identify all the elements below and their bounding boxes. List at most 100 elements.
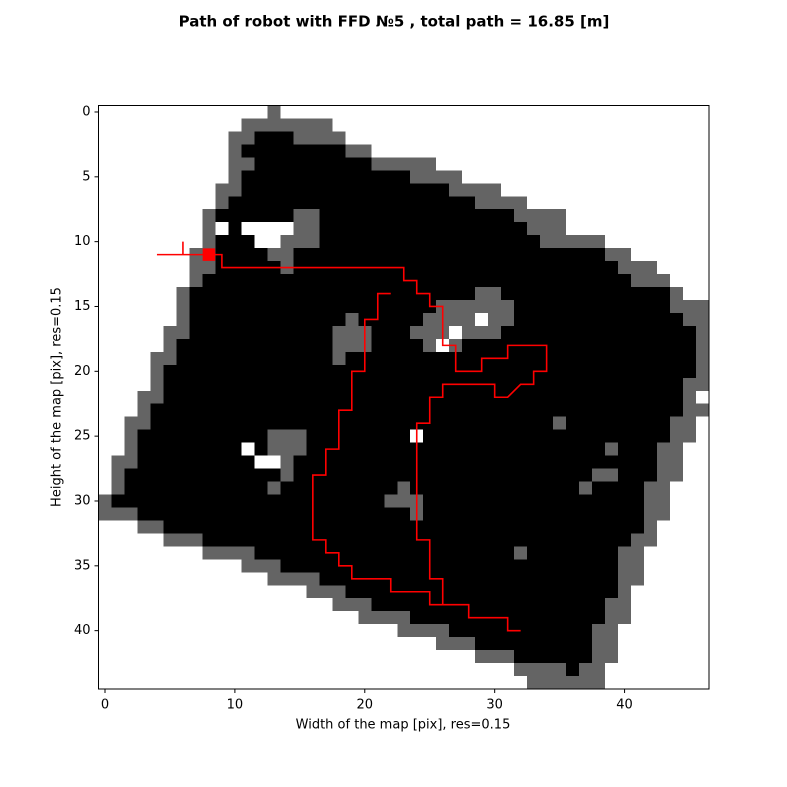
cell <box>111 624 125 638</box>
cell <box>592 468 606 482</box>
cell <box>618 390 632 405</box>
cell <box>293 351 307 366</box>
cell <box>137 325 151 340</box>
cell <box>306 338 320 353</box>
cell <box>306 650 320 664</box>
cell <box>176 287 190 301</box>
cell <box>540 624 554 638</box>
cell <box>670 338 684 353</box>
cell <box>215 611 229 625</box>
cell <box>566 170 580 184</box>
cell <box>657 559 671 573</box>
cell <box>111 650 125 664</box>
x-tick-label: 30 <box>486 698 503 713</box>
cell <box>189 637 203 651</box>
cell <box>124 429 138 444</box>
cell <box>592 364 606 379</box>
cell <box>267 507 281 521</box>
cell <box>267 585 281 599</box>
cell <box>436 559 450 573</box>
cell <box>605 364 619 379</box>
cell <box>202 235 216 249</box>
cell <box>280 507 294 521</box>
cell <box>618 209 632 223</box>
cell <box>553 325 567 340</box>
cell <box>410 235 424 249</box>
cell <box>332 157 346 171</box>
cell <box>267 377 281 392</box>
cell <box>332 624 346 638</box>
cell <box>501 546 515 560</box>
cell <box>280 429 294 444</box>
cell <box>683 637 697 651</box>
cell <box>137 261 151 275</box>
cell <box>618 481 632 495</box>
cell <box>644 377 658 392</box>
cell <box>384 429 398 444</box>
cell <box>163 624 177 638</box>
cell <box>280 144 294 158</box>
cell <box>137 455 151 469</box>
cell <box>514 222 528 236</box>
cell <box>371 351 385 366</box>
cell <box>163 663 177 677</box>
cell <box>501 157 515 171</box>
cell <box>202 274 216 288</box>
cell <box>696 611 710 625</box>
cell <box>228 351 242 366</box>
cell <box>111 144 125 158</box>
cell <box>683 377 697 392</box>
cell <box>280 546 294 560</box>
cell <box>618 429 632 444</box>
cell <box>579 183 593 197</box>
cell <box>228 624 242 638</box>
cell <box>527 325 541 340</box>
cell <box>163 157 177 171</box>
cell <box>475 325 489 340</box>
cell <box>397 429 411 444</box>
cell <box>462 624 476 638</box>
cell <box>436 351 450 366</box>
cell <box>605 157 619 171</box>
cell <box>579 663 593 677</box>
cell <box>241 429 255 444</box>
cell <box>306 131 320 145</box>
cell <box>189 624 203 638</box>
cell <box>280 183 294 197</box>
cell <box>358 403 372 418</box>
cell <box>618 274 632 288</box>
cell <box>501 663 515 677</box>
cell <box>696 312 710 327</box>
cell <box>163 559 177 573</box>
cell <box>670 455 684 469</box>
cell <box>176 300 190 314</box>
cell <box>319 183 333 197</box>
cell <box>527 468 541 482</box>
cell <box>280 338 294 353</box>
cell <box>254 209 268 223</box>
cell <box>566 118 580 132</box>
cell <box>631 559 645 573</box>
cell <box>280 170 294 184</box>
cell <box>345 507 359 521</box>
cell <box>345 624 359 638</box>
cell <box>384 416 398 431</box>
cell <box>202 624 216 638</box>
cell <box>592 650 606 664</box>
cell <box>306 248 320 262</box>
cell <box>241 611 255 625</box>
cell <box>670 235 684 249</box>
cell <box>358 442 372 456</box>
cell <box>514 429 528 444</box>
cell <box>397 624 411 638</box>
cell <box>384 611 398 625</box>
cell <box>280 637 294 651</box>
cell <box>618 650 632 664</box>
cell <box>124 300 138 314</box>
cell <box>202 559 216 573</box>
cell <box>579 390 593 405</box>
cell <box>605 520 619 534</box>
cell <box>696 546 710 560</box>
cell <box>696 624 710 638</box>
cell <box>150 494 164 508</box>
